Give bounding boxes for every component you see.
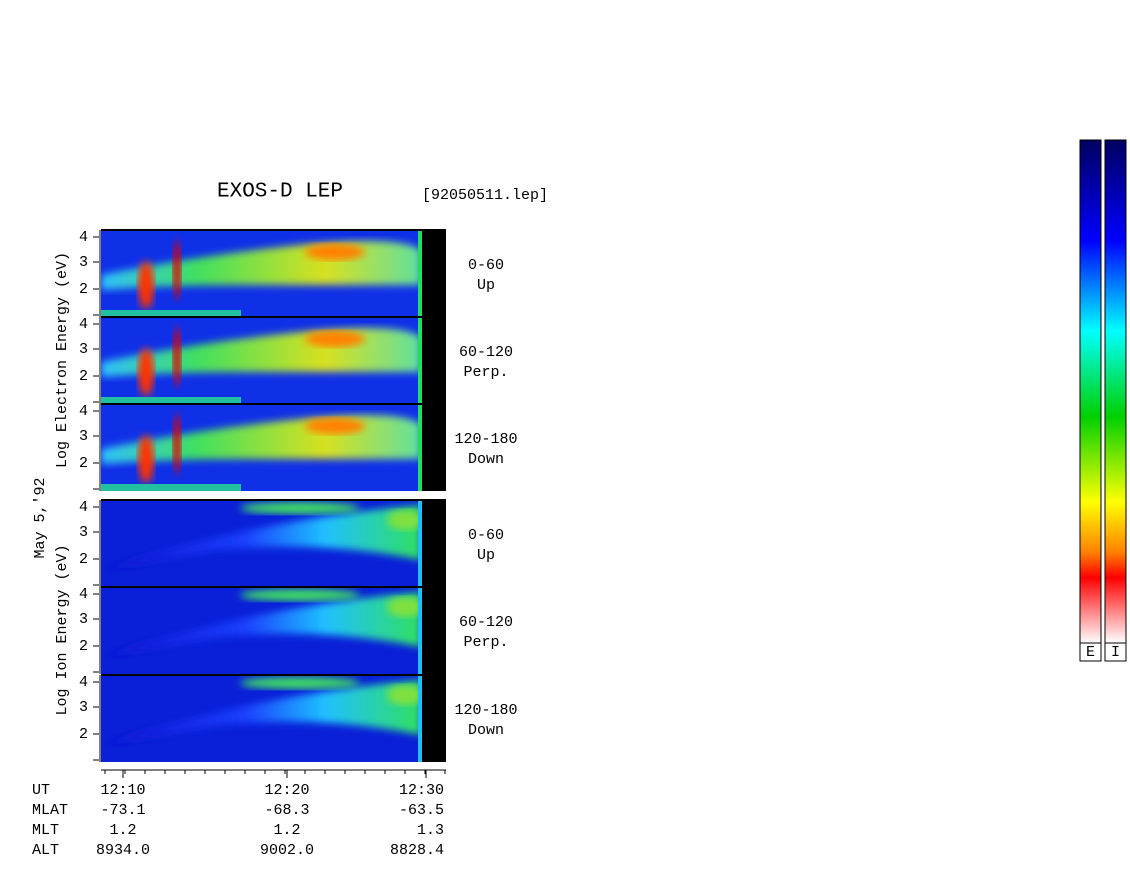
hot-spot (387, 510, 421, 530)
y-tick-label: 3 (79, 524, 88, 541)
time-value: 8934.0 (96, 842, 150, 859)
time-value: -63.5 (399, 802, 444, 819)
panel-angle: 120-180 (454, 431, 517, 448)
no-data (422, 500, 446, 587)
file-name: [92050511.lep] (422, 187, 548, 204)
spectrogram (101, 500, 421, 587)
edge-strip (418, 587, 422, 674)
panel-angle: 0-60 (468, 527, 504, 544)
y-tick-label: 4 (79, 674, 88, 691)
time-value: 12:20 (264, 782, 309, 799)
low-band (101, 397, 241, 404)
hot-spot (240, 589, 360, 601)
no-data (422, 230, 446, 317)
edge-strip (418, 317, 422, 404)
time-value: 12:30 (399, 782, 444, 799)
y-tick-label: 4 (79, 229, 88, 246)
electron-axis-label: Log Electron Energy (eV) (54, 252, 71, 468)
no-data (422, 675, 446, 762)
edge-strip (418, 230, 422, 317)
band (101, 592, 421, 657)
hot-spot (305, 244, 365, 260)
colorbar-label-box (1104, 642, 1127, 662)
y-tick-label: 4 (79, 316, 88, 333)
spectrogram (101, 230, 421, 317)
time-value: -68.3 (264, 802, 309, 819)
time-value: 1.3 (417, 822, 444, 839)
y-tick-label: 3 (79, 611, 88, 628)
hot-spot (240, 677, 360, 689)
low-band (101, 310, 241, 317)
y-tick-label: 4 (79, 586, 88, 603)
hot-spot (138, 261, 154, 309)
y-tick-label: 3 (79, 254, 88, 271)
ion-axis-label: Log Ion Energy (eV) (54, 544, 71, 715)
spectrogram (101, 317, 421, 404)
hot-spot (305, 331, 365, 347)
time-value: 1.2 (109, 822, 136, 839)
panel-angle: 60-120 (459, 344, 513, 361)
colorbar (1079, 139, 1102, 644)
colorbar-label-box (1079, 642, 1102, 662)
y-tick-label: 3 (79, 341, 88, 358)
hot-spot (305, 418, 365, 434)
edge-strip (418, 500, 422, 587)
time-value: 8828.4 (390, 842, 444, 859)
colorbar-label: I (1111, 644, 1120, 661)
colorbar (1104, 139, 1127, 644)
y-tick-label: 2 (79, 368, 88, 385)
panel-direction: Up (477, 277, 495, 294)
y-tick-label: 2 (79, 281, 88, 298)
panel-direction: Down (468, 451, 504, 468)
panel-angle: 120-180 (454, 702, 517, 719)
hot-spot (138, 435, 154, 483)
y-tick-label: 2 (79, 551, 88, 568)
spectrogram (101, 404, 421, 491)
date-label: May 5,'92 (32, 477, 49, 558)
band (101, 680, 421, 745)
y-tick-label: 2 (79, 638, 88, 655)
time-value: -73.1 (100, 802, 145, 819)
panel-angle: 60-120 (459, 614, 513, 631)
spectrogram (101, 587, 421, 674)
row-label: ALT (32, 842, 59, 859)
y-tick-label: 3 (79, 428, 88, 445)
edge-strip (418, 404, 422, 491)
time-value: 9002.0 (260, 842, 314, 859)
no-data (422, 317, 446, 404)
no-data (422, 404, 446, 491)
edge-strip (418, 675, 422, 762)
row-label: UT (32, 782, 50, 799)
y-tick-label: 2 (79, 455, 88, 472)
panel-direction: Perp. (463, 364, 508, 381)
band (101, 505, 421, 570)
time-value: 12:10 (100, 782, 145, 799)
panel-direction: Perp. (463, 634, 508, 651)
y-tick-label: 4 (79, 499, 88, 516)
no-data (422, 587, 446, 674)
panel-direction: Up (477, 547, 495, 564)
hot-spot (173, 240, 181, 300)
spectrogram (101, 675, 421, 762)
low-band (101, 484, 241, 491)
hot-spot (387, 597, 421, 617)
panel-direction: Down (468, 722, 504, 739)
title: EXOS-D LEP (217, 181, 343, 204)
hot-spot (387, 685, 421, 705)
hot-spot (138, 348, 154, 396)
colorbar-label: E (1086, 644, 1095, 661)
row-label: MLT (32, 822, 59, 839)
hot-spot (173, 327, 181, 387)
time-value: 1.2 (273, 822, 300, 839)
row-label: MLAT (32, 802, 68, 819)
y-tick-label: 4 (79, 403, 88, 420)
hot-spot (240, 502, 360, 514)
y-tick-label: 3 (79, 699, 88, 716)
panel-angle: 0-60 (468, 257, 504, 274)
hot-spot (173, 414, 181, 474)
y-tick-label: 2 (79, 726, 88, 743)
